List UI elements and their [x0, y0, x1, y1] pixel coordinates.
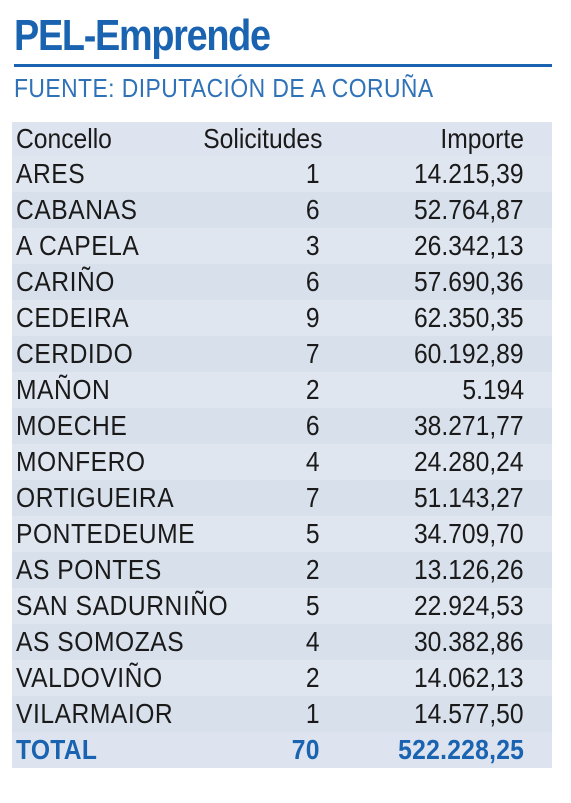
- cell-importe: 5.194: [462, 374, 524, 405]
- page-title: PEL-Emprende: [14, 11, 271, 60]
- cell-concello: CABANAS: [16, 194, 138, 225]
- cell-concello: CEDEIRA: [16, 302, 130, 333]
- table-total-row: TOTAL 70 522.228,25: [12, 732, 552, 766]
- cell-concello: VALDOVIÑO: [16, 662, 163, 693]
- total-importe: 522.228,25: [398, 734, 524, 765]
- table-body: ARES 1 14.215,39 CABANAS 6 52.764,87 A CAPELA 3…: [12, 156, 552, 732]
- cell-solicitudes: 2: [306, 374, 320, 405]
- cell-solicitudes: 9: [306, 302, 320, 333]
- cell-importe: 14.215,39: [414, 158, 524, 189]
- cell-importe: 57.690,36: [414, 266, 524, 297]
- column-header-concello: Concello: [16, 123, 112, 154]
- cell-concello: AS PONTES: [16, 554, 162, 585]
- cell-solicitudes: 1: [306, 698, 320, 729]
- cell-concello: MAÑON: [16, 374, 111, 405]
- cell-solicitudes: 3: [306, 230, 320, 261]
- cell-concello: VILARMAIOR: [16, 698, 174, 729]
- cell-importe: 22.924,53: [414, 590, 524, 621]
- cell-solicitudes: 5: [306, 590, 320, 621]
- table-row: AS SOMOZAS 4 30.382,86: [12, 624, 552, 660]
- cell-importe: 24.280,24: [414, 446, 524, 477]
- table-row: ORTIGUEIRA 7 51.143,27: [12, 480, 552, 516]
- table-header-row: Concello Solicitudes Importe: [12, 122, 552, 156]
- column-header-solicitudes: Solicitudes: [202, 123, 322, 154]
- total-label: TOTAL: [16, 734, 98, 765]
- table-row: CEDEIRA 9 62.350,35: [12, 300, 552, 336]
- cell-importe: 13.126,26: [414, 554, 524, 585]
- cell-concello: ARES: [16, 158, 86, 189]
- table-row: CARIÑO 6 57.690,36: [12, 264, 552, 300]
- cell-solicitudes: 6: [306, 410, 320, 441]
- cell-solicitudes: 2: [306, 554, 320, 585]
- table-row: CABANAS 6 52.764,87: [12, 192, 552, 228]
- table-row: PONTEDEUME 5 34.709,70: [12, 516, 552, 552]
- cell-importe: 26.342,13: [414, 230, 524, 261]
- cell-concello: PONTEDEUME: [16, 518, 196, 549]
- table-row: MOECHE 6 38.271,77: [12, 408, 552, 444]
- cell-concello: CERDIDO: [16, 338, 134, 369]
- cell-importe: 34.709,70: [414, 518, 524, 549]
- cell-solicitudes: 4: [306, 626, 320, 657]
- cell-importe: 30.382,86: [414, 626, 524, 657]
- cell-concello: SAN SADURNIÑO: [16, 590, 229, 621]
- total-solicitudes: 70: [292, 734, 320, 765]
- source-caption: FUENTE: DIPUTACIÓN DE A CORUÑA: [14, 73, 434, 103]
- title-rule: [14, 64, 552, 67]
- table-row: VILARMAIOR 1 14.577,50: [12, 696, 552, 732]
- table-row: SAN SADURNIÑO 5 22.924,53: [12, 588, 552, 624]
- cell-concello: CARIÑO: [16, 266, 115, 297]
- cell-solicitudes: 7: [306, 338, 320, 369]
- table-row: VALDOVIÑO 2 14.062,13: [12, 660, 552, 696]
- cell-importe: 52.764,87: [414, 194, 524, 225]
- cell-concello: ORTIGUEIRA: [16, 482, 175, 513]
- cell-concello: A CAPELA: [16, 230, 140, 261]
- cell-importe: 51.143,27: [414, 482, 524, 513]
- cell-importe: 14.062,13: [414, 662, 524, 693]
- table-row: MAÑON 2 5.194: [12, 372, 552, 408]
- table-row: MONFERO 4 24.280,24: [12, 444, 552, 480]
- table-row: AS PONTES 2 13.126,26: [12, 552, 552, 588]
- cell-importe: 38.271,77: [414, 410, 524, 441]
- cell-solicitudes: 1: [306, 158, 320, 189]
- cell-importe: 62.350,35: [414, 302, 524, 333]
- cell-concello: AS SOMOZAS: [16, 626, 185, 657]
- cell-solicitudes: 4: [306, 446, 320, 477]
- cell-concello: MONFERO: [16, 446, 146, 477]
- cell-importe: 60.192,89: [414, 338, 524, 369]
- table-row: CERDIDO 7 60.192,89: [12, 336, 552, 372]
- column-header-importe: Importe: [440, 123, 524, 154]
- cell-solicitudes: 6: [306, 194, 320, 225]
- cell-concello: MOECHE: [16, 410, 128, 441]
- cell-solicitudes: 5: [306, 518, 320, 549]
- table-row: A CAPELA 3 26.342,13: [12, 228, 552, 264]
- table-row: ARES 1 14.215,39: [12, 156, 552, 192]
- data-table: Concello Solicitudes Importe ARES 1 14.215…: [12, 122, 552, 768]
- cell-solicitudes: 2: [306, 662, 320, 693]
- cell-importe: 14.577,50: [414, 698, 524, 729]
- cell-solicitudes: 6: [306, 266, 320, 297]
- cell-solicitudes: 7: [306, 482, 320, 513]
